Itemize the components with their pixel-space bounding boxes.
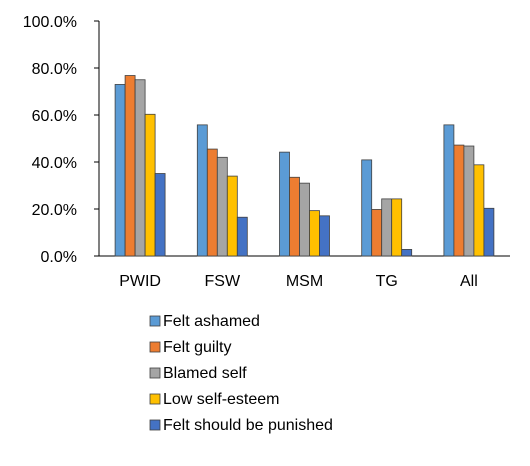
y-tick-label: 80.0% [32,61,77,78]
legend-swatch [149,393,161,405]
bar [463,145,475,257]
bar [279,151,290,257]
bar [289,176,300,257]
legend-label: Felt guilty [163,339,231,356]
legend-swatch [149,367,161,379]
legend-label: Felt should be punished [163,417,333,434]
bar [226,175,238,257]
bar [381,198,393,257]
x-tick-label: FSW [205,273,241,290]
bar [196,124,208,257]
bar [361,159,373,257]
legend-swatch [149,341,161,353]
bar [299,182,310,257]
x-tick-label: PWID [119,273,161,290]
legend-swatch [149,419,161,431]
bar [309,210,320,257]
bar [216,156,228,257]
bar [144,113,156,257]
y-tick-label: 40.0% [32,155,77,172]
y-tick-label: 0.0% [41,249,77,266]
x-tick-label: MSM [286,273,323,290]
bar [114,84,126,257]
x-tick-label: All [460,273,478,290]
x-tick-label: TG [376,273,398,290]
y-tick-label: 20.0% [32,202,77,219]
legend-label: Felt ashamed [163,313,260,330]
bar [236,216,248,257]
bar [124,75,136,257]
bar [473,164,485,257]
legend-swatch [149,315,161,327]
bar [134,79,146,257]
bar [453,144,465,257]
legend-label: Blamed self [163,365,247,382]
bar [443,124,455,257]
y-tick-label: 100.0% [23,14,77,31]
legend-label: Low self-esteem [163,391,280,408]
bar [154,173,166,257]
bar [206,148,218,257]
y-tick-label: 60.0% [32,108,77,125]
bar [483,207,495,257]
bar [319,215,330,257]
bar [401,249,413,257]
bar [371,209,383,257]
bar [391,198,403,257]
